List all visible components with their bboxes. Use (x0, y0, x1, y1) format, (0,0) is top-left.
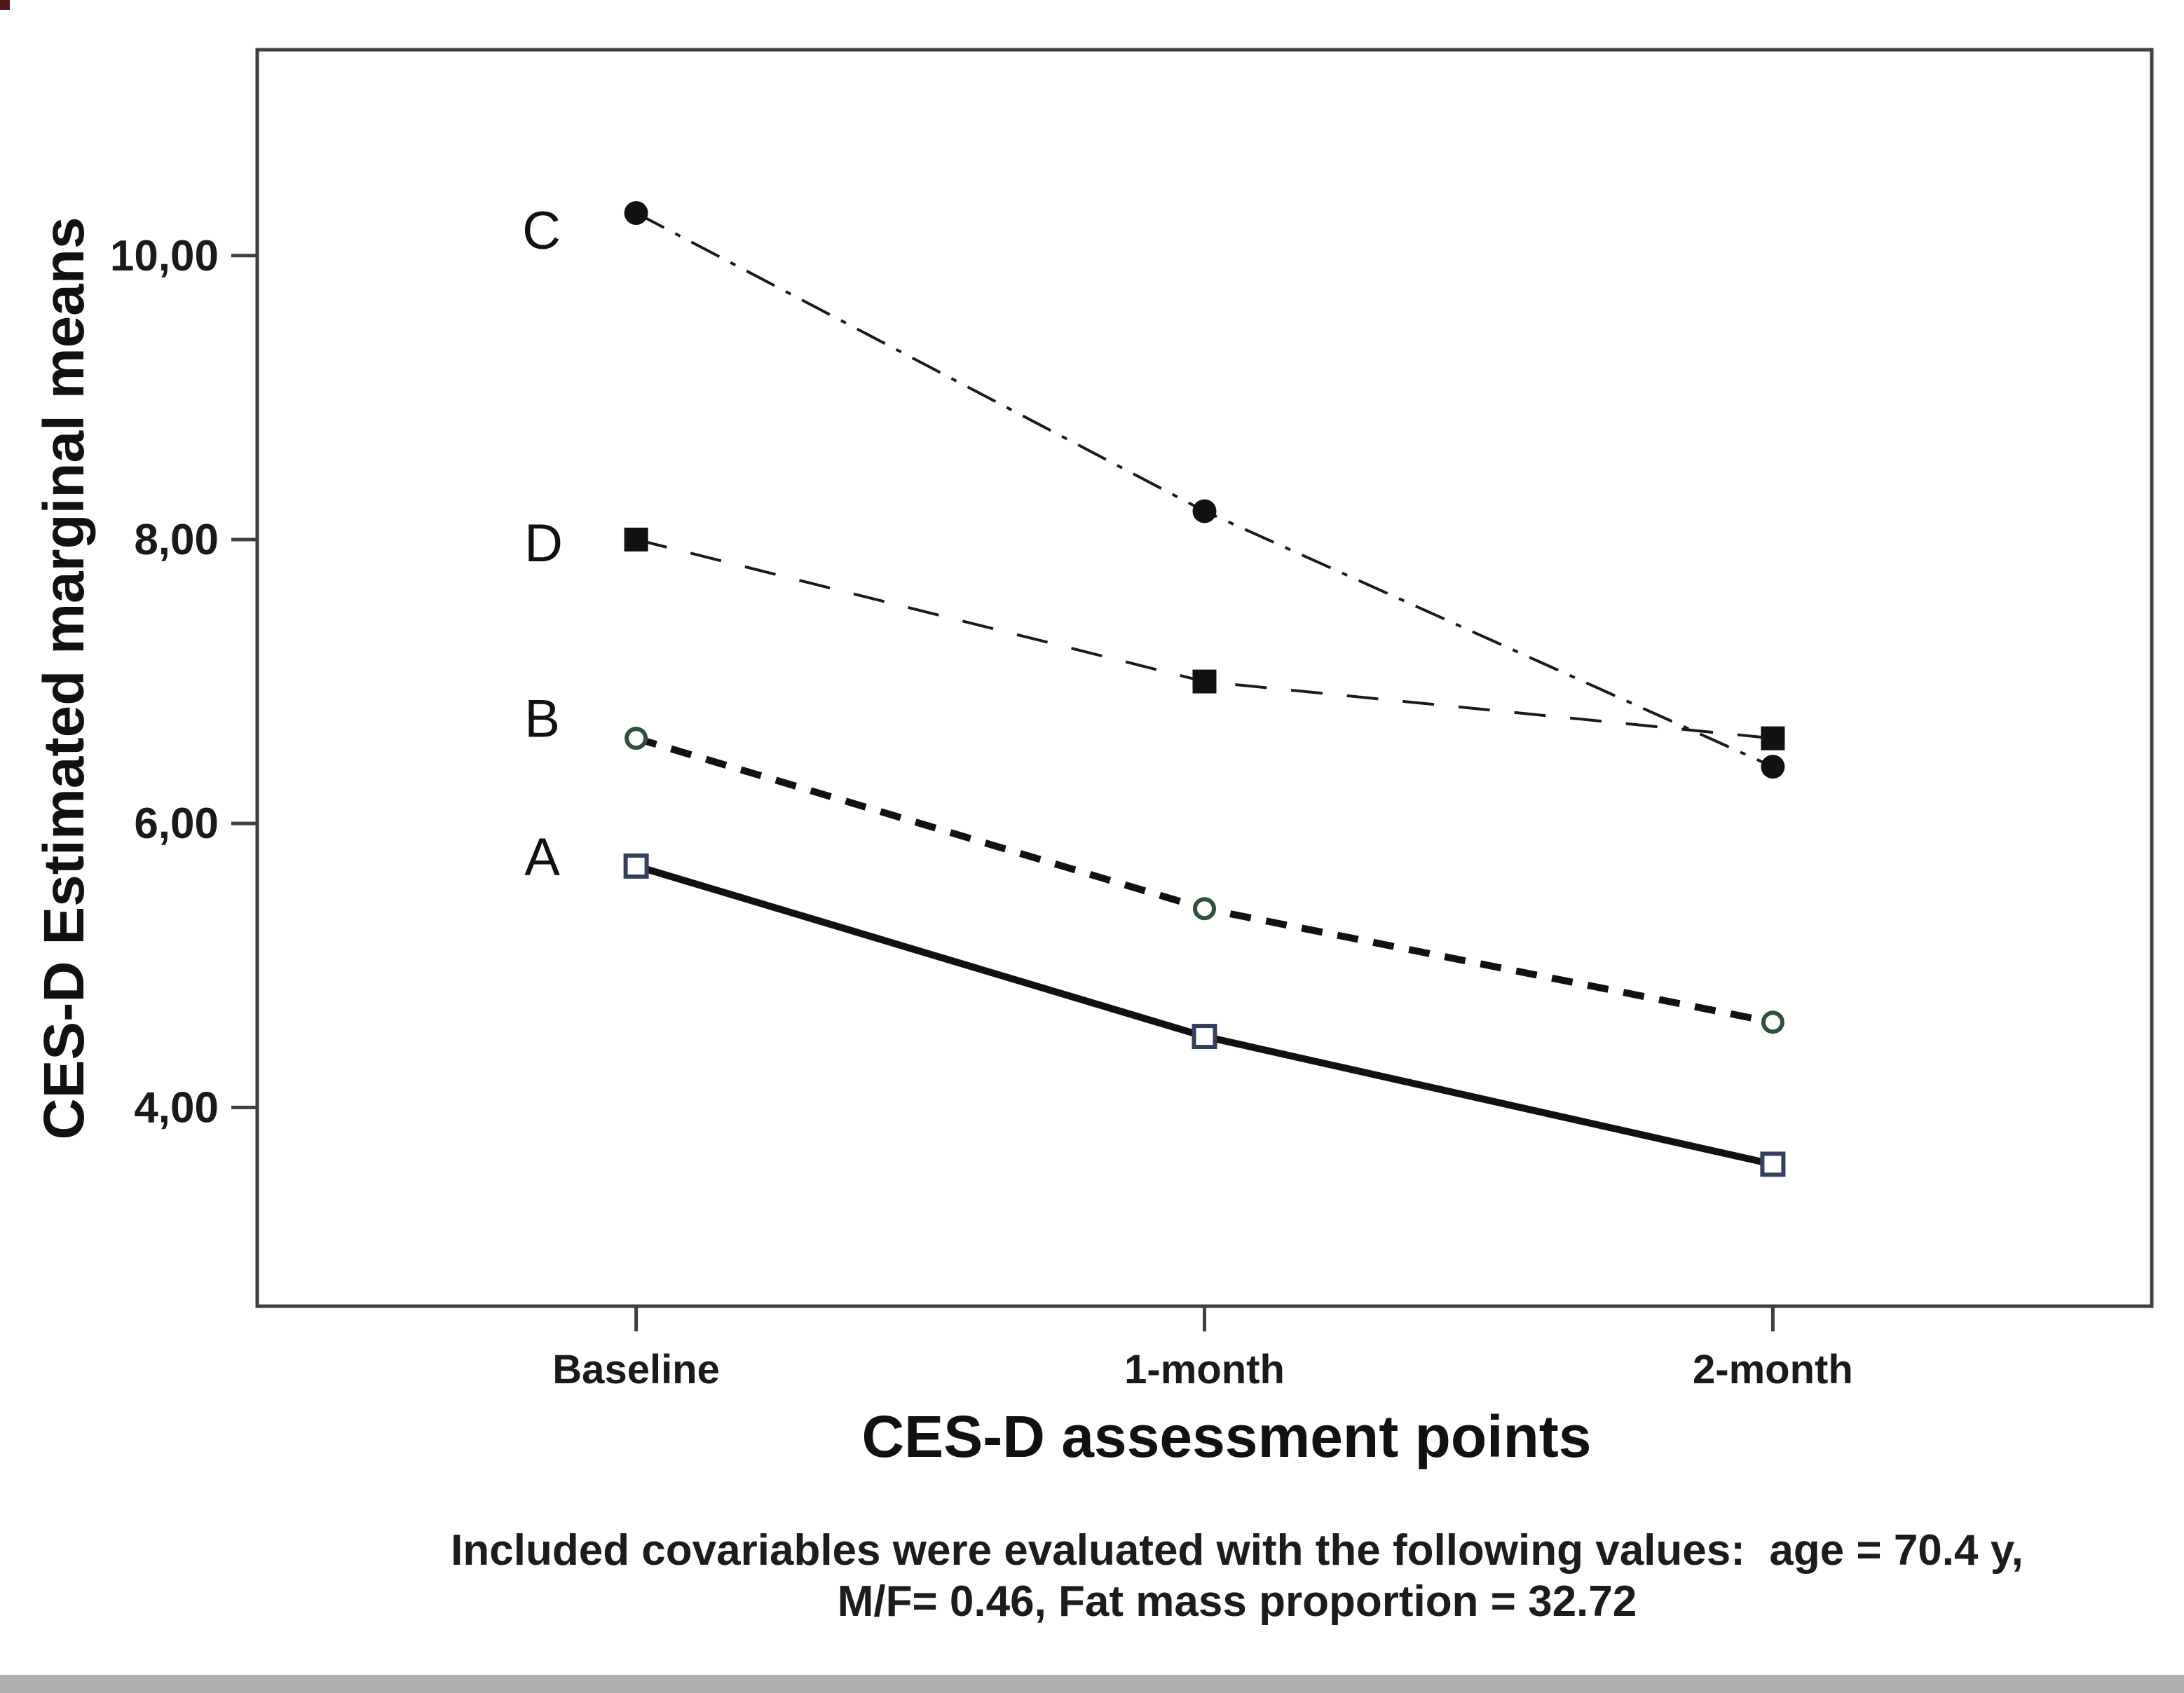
x-tick-label: 1-month (1124, 1347, 1285, 1392)
x-axis-title: CES-D assessment points (861, 1404, 1592, 1469)
window-bottom-edge (0, 1675, 2184, 1693)
caption-line-2: M/F= 0.46, Fat mass proportion = 32.72 (837, 1577, 1637, 1626)
series-C-marker (1761, 755, 1785, 779)
series-B-marker (625, 727, 648, 750)
y-tick-label: 4,00 (134, 1083, 219, 1132)
series-A-marker (1760, 1151, 1786, 1177)
series-C-label: C (522, 201, 561, 261)
corner-artifact (0, 0, 10, 10)
series-C-marker (1192, 499, 1217, 523)
series-D-marker (624, 527, 648, 551)
caption-line-1: Included covariables were evaluated with… (451, 1526, 2023, 1575)
series-B-marker (1761, 1010, 1784, 1034)
x-tick-label: Baseline (552, 1347, 720, 1392)
series-D-marker (1761, 726, 1785, 750)
y-tick-label: 8,00 (134, 516, 219, 564)
series-B-marker (1193, 897, 1216, 921)
y-tick-label: 6,00 (134, 800, 219, 848)
x-tick-label: 2-month (1693, 1347, 1853, 1392)
series-B-line (635, 734, 1774, 1026)
series-D-line (636, 538, 1773, 740)
series-A-label: A (524, 828, 560, 887)
y-axis-title: CES-D Estimated marginal means (32, 217, 96, 1140)
series-A-marker (623, 853, 649, 879)
series-C-marker (624, 200, 648, 225)
series-B-label: B (524, 690, 560, 749)
series-D-label: D (524, 514, 563, 573)
figure-caption: Included covariables were evaluated with… (451, 1525, 2023, 1627)
series-A-marker (1192, 1024, 1217, 1050)
y-tick-label: 10,00 (110, 232, 219, 280)
series-D-marker (1192, 669, 1217, 694)
